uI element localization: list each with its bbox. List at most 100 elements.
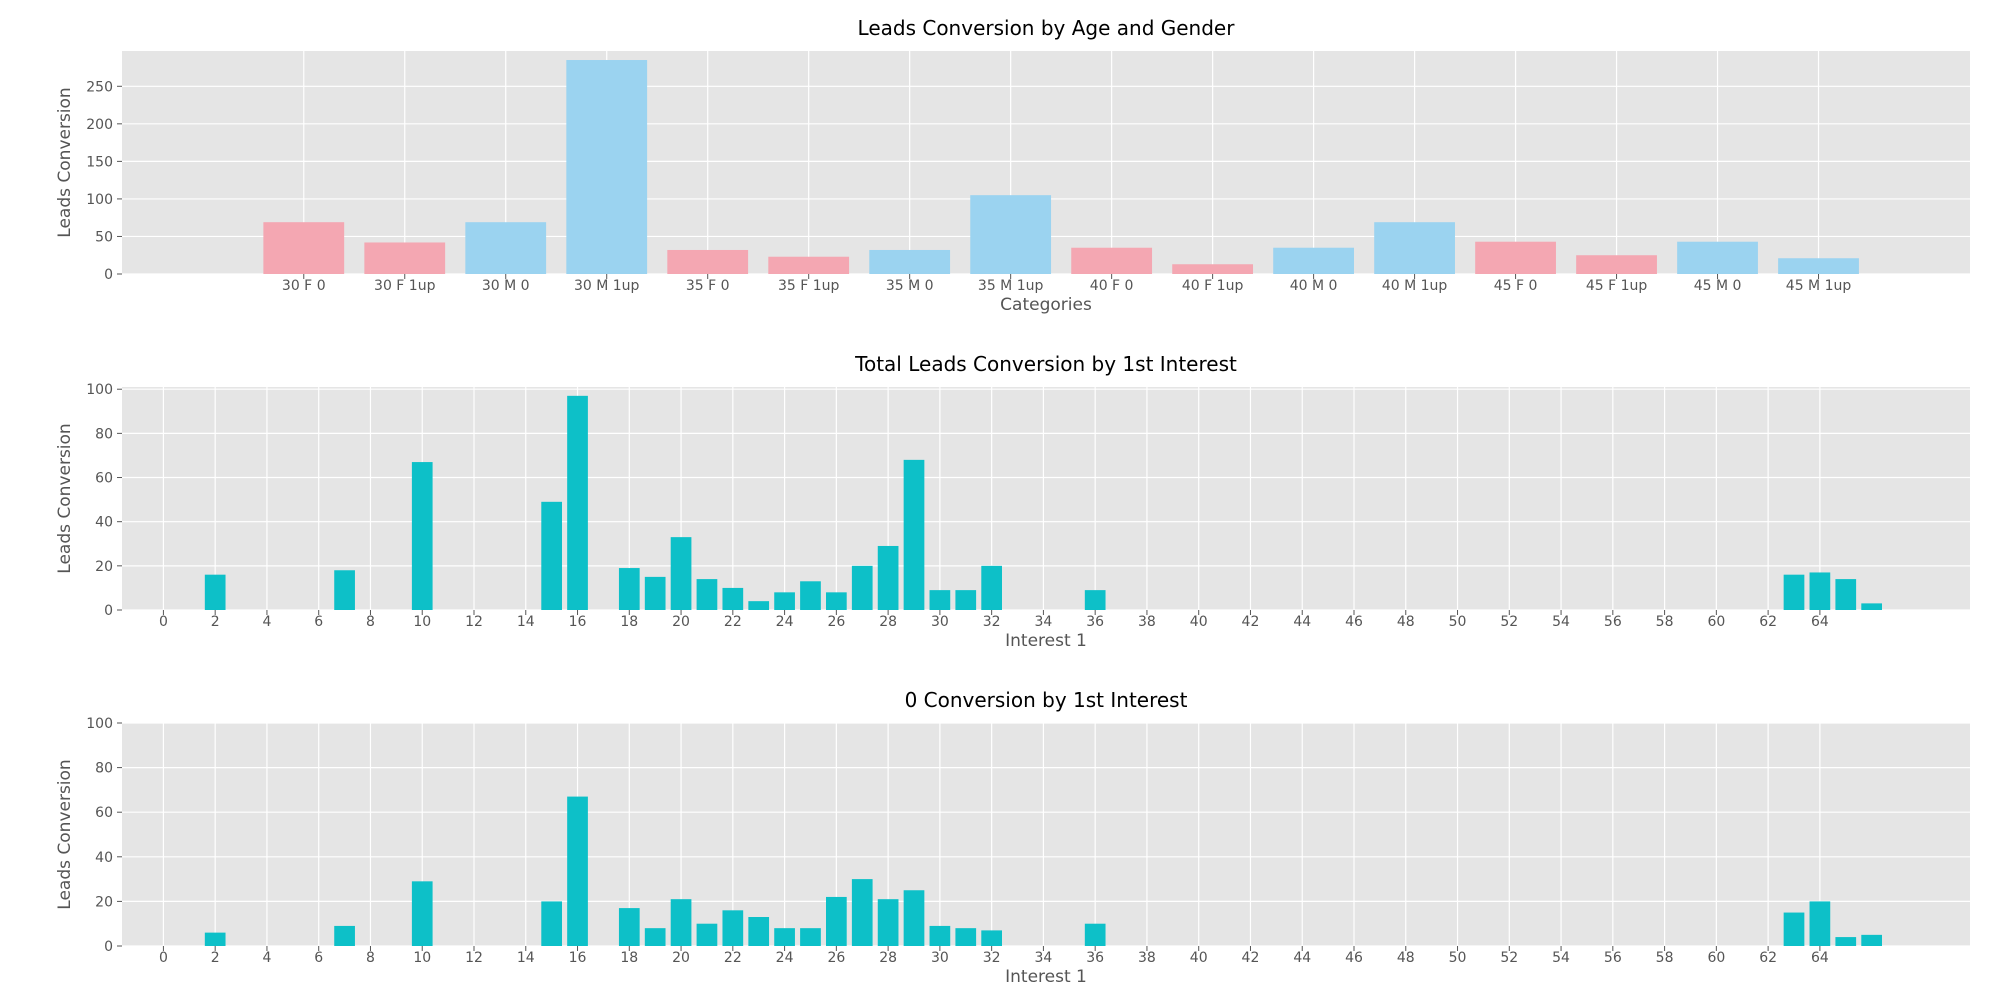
x-tick-label: 14 [517, 950, 535, 966]
x-tick-label: 12 [465, 614, 483, 630]
x-axis-label: Categories [1000, 295, 1092, 315]
bar [1835, 937, 1857, 946]
bar [263, 222, 345, 274]
bar [851, 565, 873, 610]
bar [877, 545, 899, 610]
x-tick-label: 36 [1086, 614, 1104, 630]
bar [566, 60, 648, 274]
x-tick-label: 50 [1449, 614, 1467, 630]
x-tick-label: 20 [672, 614, 690, 630]
bar [364, 242, 446, 274]
x-tick-label: 35 F 1up [778, 278, 840, 294]
bar [618, 568, 640, 610]
x-tick-label: 16 [569, 614, 587, 630]
bar [541, 501, 562, 610]
x-tick-label: 40 [1190, 950, 1208, 966]
x-tick-label: 18 [620, 950, 638, 966]
x-tick-label: 18 [620, 614, 638, 630]
bar [1576, 255, 1657, 274]
bar [748, 601, 770, 610]
x-tick-label: 44 [1293, 614, 1311, 630]
y-tick-label: 250 [86, 79, 113, 95]
x-tick-label: 46 [1345, 614, 1363, 630]
y-tick-label: 0 [104, 603, 113, 619]
bar [1809, 572, 1831, 610]
y-tick-label: 20 [95, 894, 113, 910]
x-tick-label: 32 [983, 950, 1001, 966]
bar [334, 925, 355, 946]
x-tick-label: 40 [1190, 614, 1208, 630]
x-tick-label: 2 [211, 614, 220, 630]
x-tick-label: 30 F 0 [282, 278, 326, 294]
x-tick-label: 40 F 1up [1182, 278, 1244, 294]
x-tick-label: 4 [262, 950, 271, 966]
x-tick-label: 62 [1759, 950, 1777, 966]
chart-title: Leads Conversion by Age and Gender [858, 16, 1236, 40]
bar [722, 587, 744, 610]
x-tick-label: 28 [879, 950, 897, 966]
bar [204, 574, 226, 610]
x-tick-label: 52 [1500, 614, 1518, 630]
plot-area [122, 387, 1970, 610]
bar [411, 881, 433, 946]
x-tick-label: 30 [931, 950, 949, 966]
bar [541, 901, 562, 946]
y-tick-label: 40 [95, 515, 113, 531]
y-tick-label: 80 [95, 761, 113, 777]
x-tick-label: 45 F 1up [1586, 278, 1648, 294]
bar [1475, 241, 1556, 274]
x-tick-label: 30 M 0 [482, 278, 530, 294]
y-tick-label: 100 [86, 716, 113, 732]
x-tick-label: 6 [314, 614, 323, 630]
bar [851, 879, 873, 946]
x-tick-label: 50 [1449, 950, 1467, 966]
bar [644, 576, 666, 610]
x-tick-label: 42 [1242, 614, 1260, 630]
bar [970, 195, 1052, 274]
x-tick-label: 35 M 0 [886, 278, 934, 294]
bar [774, 592, 795, 610]
y-tick-label: 100 [86, 192, 113, 208]
x-tick-label: 58 [1656, 950, 1674, 966]
bar [1783, 574, 1805, 610]
y-tick-label: 0 [104, 939, 113, 955]
bar [955, 590, 977, 610]
bar [877, 899, 899, 946]
x-tick-label: 30 F 1up [374, 278, 436, 294]
y-tick-label: 60 [95, 805, 113, 821]
bar [1778, 258, 1859, 274]
bar [465, 222, 547, 274]
x-tick-label: 38 [1138, 950, 1156, 966]
y-axis-label: Leads Conversion [55, 423, 75, 573]
bar [1084, 923, 1106, 946]
y-tick-label: 50 [95, 229, 113, 245]
x-tick-label: 16 [569, 950, 587, 966]
bar [667, 249, 749, 274]
x-tick-label: 46 [1345, 950, 1363, 966]
x-axis-label: Interest 1 [1005, 631, 1087, 651]
bar [1677, 241, 1758, 274]
bar [567, 796, 588, 946]
bar [929, 590, 951, 610]
x-tick-label: 42 [1242, 950, 1260, 966]
x-tick-label: 34 [1034, 950, 1052, 966]
x-tick-label: 32 [983, 614, 1001, 630]
x-tick-label: 0 [159, 950, 168, 966]
chart-title: Total Leads Conversion by 1st Interest [854, 352, 1237, 376]
y-axis-label: Leads Conversion [55, 87, 75, 237]
bar [696, 579, 718, 610]
x-tick-label: 24 [776, 950, 794, 966]
bar [800, 581, 821, 610]
bar [644, 928, 666, 946]
bar [903, 890, 925, 946]
x-tick-label: 4 [262, 614, 271, 630]
bar [981, 565, 1002, 610]
x-tick-label: 6 [314, 950, 323, 966]
bar [1783, 912, 1805, 946]
x-tick-label: 24 [776, 614, 794, 630]
x-tick-label: 35 M 1up [978, 278, 1044, 294]
